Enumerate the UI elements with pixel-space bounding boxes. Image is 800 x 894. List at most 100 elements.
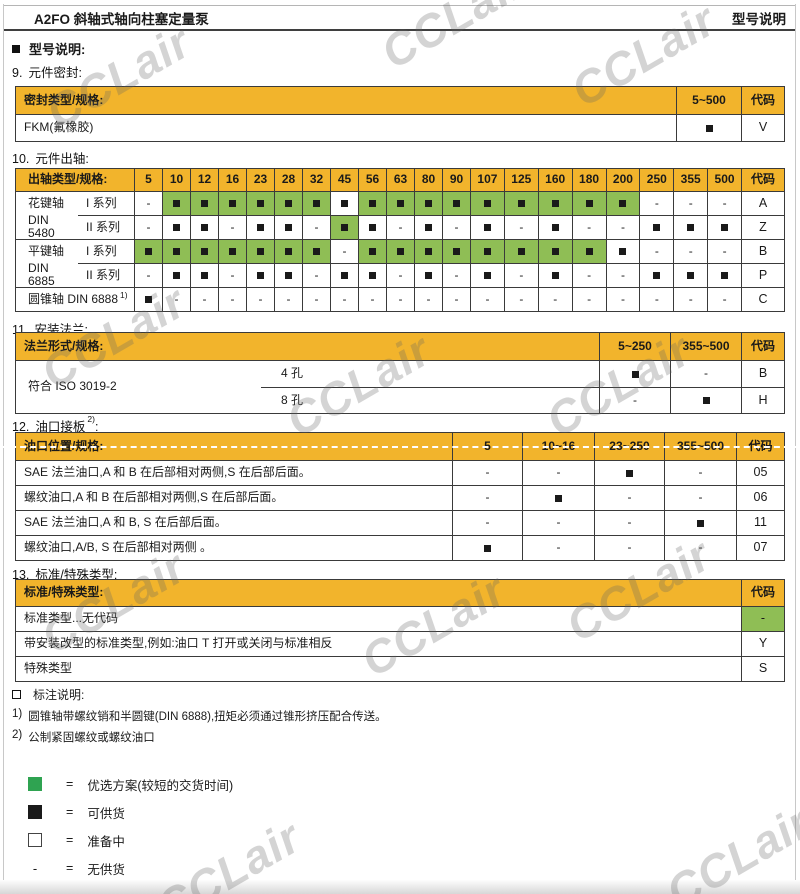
col-size-90: 90 (442, 169, 470, 191)
cell-available (274, 263, 302, 287)
available-mark-icon (201, 272, 208, 279)
cell-preferred (470, 239, 504, 263)
available-mark-icon (721, 224, 729, 231)
cell-preferred (503, 191, 538, 215)
black-square-symbol (28, 805, 42, 819)
code-value: 05 (736, 460, 784, 485)
cell-available (470, 215, 504, 239)
standard-type-label: 特殊类型 (16, 656, 741, 681)
legend-item: = 优选方案(较短的交货时间) (0, 770, 233, 798)
available-mark-icon (653, 224, 661, 231)
shaft-table: 出轴类型/规格: 5 10 12 16 23 28 32 45 56 63 80 90 107 125 160… (15, 168, 785, 312)
cell-not-available: - (605, 263, 640, 287)
available-mark-icon (229, 248, 236, 255)
code-value: C (741, 287, 784, 311)
black-square-icon (28, 805, 42, 819)
cell-available (673, 215, 708, 239)
cell-preferred (358, 191, 386, 215)
table-row: 8 孔- H (261, 387, 784, 413)
flange-holes-label: 8 孔 (261, 387, 599, 413)
section-title-text: 油口接板 (35, 420, 86, 434)
shaft-header-row: 出轴类型/规格: 5 10 12 16 23 28 32 45 56 63 80 90 107 125 160… (16, 169, 784, 191)
cell-not-available: - (452, 485, 522, 510)
cell-preferred (571, 191, 606, 215)
cell-not-available: - (664, 460, 736, 485)
cell-not-available: - (594, 485, 664, 510)
ports-header-row: 油口位置/规格: 5 10~16 23~250 355~500 代码 (0, 433, 800, 460)
table-row: 螺纹油口,A 和 B 在后部相对两侧,S 在后部后面。 - - -06 (16, 485, 784, 510)
cell-available (414, 263, 442, 287)
cell-not-available: - (162, 287, 190, 311)
cell-preferred (503, 239, 538, 263)
cell-available (673, 263, 708, 287)
shaft-name: DIN 6885 (28, 263, 55, 287)
col-code: 代码 (736, 433, 784, 460)
code-value: Y (741, 631, 784, 656)
cell-preferred (442, 191, 470, 215)
col-size-125: 125 (503, 169, 538, 191)
available-mark-icon (173, 224, 180, 231)
legend-item: = 准备中 (0, 826, 233, 854)
cell-preferred (162, 191, 190, 215)
col-size-180: 180 (571, 169, 606, 191)
code-value: - (741, 606, 784, 631)
col-size-range: 5~250 (599, 333, 670, 360)
cell-preferred (414, 239, 442, 263)
col-size-16: 16 (218, 169, 246, 191)
cell-not-available: - (302, 215, 330, 239)
notes-heading: 标注说明: (12, 686, 84, 703)
cell-not-available: - (503, 263, 538, 287)
section-number: 10. (12, 152, 30, 166)
col-size-23: 23 (246, 169, 274, 191)
legend-equals: = (66, 861, 74, 875)
available-mark-icon (483, 248, 491, 255)
code-value: S (741, 656, 784, 681)
cell-not-available: - (670, 361, 741, 387)
available-mark-icon (484, 544, 491, 552)
available-mark-icon (201, 224, 208, 231)
available-mark-icon (453, 248, 460, 255)
cell-not-available: - (442, 215, 470, 239)
flange-table: 法兰形式/规格: 5~250 355~500 代码 符合 ISO 3019-2 4 孔-B… (15, 332, 785, 414)
col-size-28: 28 (274, 169, 302, 191)
available-mark-icon (721, 272, 729, 279)
cell-not-available: - (673, 239, 708, 263)
cell-preferred (302, 191, 330, 215)
cell-available (707, 215, 741, 239)
seal-type-label: FKM(氟橡胶) (16, 114, 676, 141)
available-mark-icon (369, 224, 376, 231)
flange-standard-label: 符合 ISO 3019-2 (28, 379, 117, 394)
cell-not-available: - (594, 510, 664, 535)
section-number: 12. (12, 420, 30, 434)
table-row: 平键轴 I 系列 - - - - B (16, 239, 784, 263)
table-row: 圆锥轴 DIN 6888 1) - - - - - - - - - - - - - - - - - - - C (16, 287, 784, 311)
cell-available (414, 215, 442, 239)
cell-available (676, 114, 741, 141)
cell-not-available: - (503, 287, 538, 311)
code-value: 06 (736, 485, 784, 510)
available-mark-icon (285, 224, 292, 231)
cell-available (522, 485, 594, 510)
available-mark-icon (369, 248, 376, 255)
available-mark-icon (369, 200, 376, 207)
available-mark-icon (551, 272, 559, 279)
cell-not-available: - (386, 215, 414, 239)
code-value: Z (741, 215, 784, 239)
cell-not-available: - (639, 287, 674, 311)
cell-available (470, 263, 504, 287)
available-mark-icon (517, 248, 525, 255)
table-row: 标准类型...无代码 - (16, 606, 784, 631)
cell-preferred (162, 239, 190, 263)
port-position-label: 螺纹油口,A 和 B 在后部相对两侧,S 在后部后面。 (16, 485, 452, 510)
legend-label: 准备中 (87, 834, 125, 849)
cell-preferred (218, 239, 246, 263)
cell-not-available: - (707, 287, 741, 311)
table-row: 4 孔 -B (261, 361, 784, 387)
cell-available (452, 535, 522, 560)
available-mark-icon (425, 248, 432, 255)
section-number: 9. (12, 66, 23, 80)
cell-available (246, 215, 274, 239)
cell-available (537, 215, 572, 239)
code-value: P (741, 263, 784, 287)
